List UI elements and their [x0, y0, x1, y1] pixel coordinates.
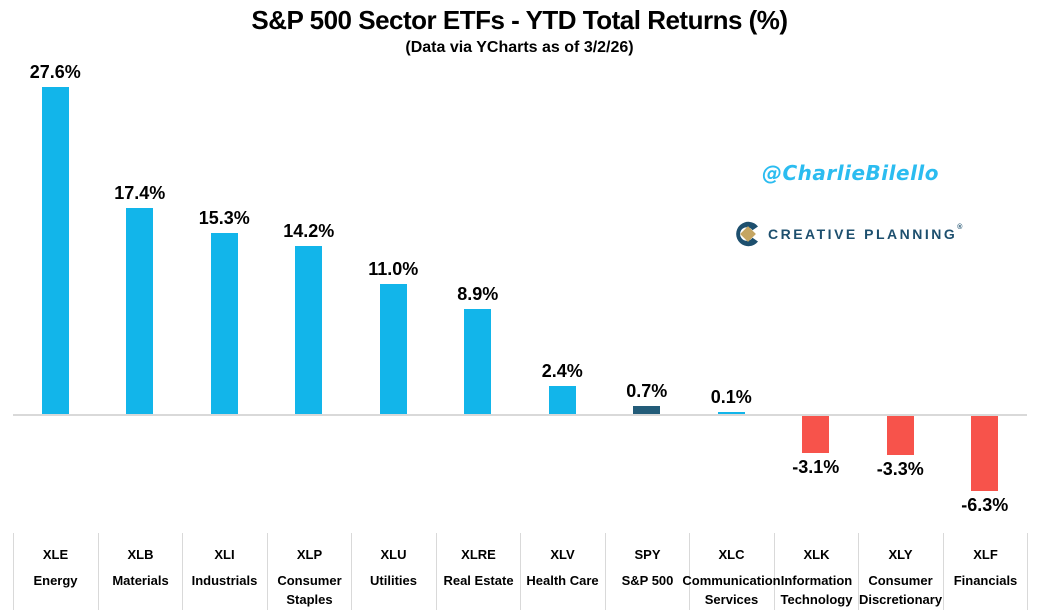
category-divider — [98, 533, 99, 610]
category-sector-label: Consumer Staples — [277, 573, 342, 607]
category-cell-xly: XLY Consumer Discretionary — [858, 533, 943, 610]
chart-title: S&P 500 Sector ETFs - YTD Total Returns … — [251, 5, 788, 35]
category-cell-xlc: XLC Communication Services — [682, 533, 781, 610]
bar-xlc — [718, 412, 745, 414]
bar-xlp — [295, 246, 322, 414]
category-sector-label: Utilities — [370, 573, 417, 588]
bar-value-label-xlp: 14.2% — [283, 221, 335, 241]
bar-value-label-xlk: -3.1% — [792, 457, 840, 477]
bar-xlv — [549, 386, 576, 414]
category-sector-label: Financials — [953, 573, 1018, 588]
category-divider — [520, 533, 521, 610]
category-ticker-label: XLF — [973, 547, 998, 562]
category-divider — [351, 533, 352, 610]
bar-value-label-xlu: 11.0% — [368, 259, 419, 279]
category-divider — [943, 533, 944, 610]
category-divider — [1027, 533, 1028, 610]
category-sector-label: Information Technology — [780, 573, 853, 607]
bar-xlb — [126, 208, 153, 414]
category-ticker-label: SPY — [634, 547, 661, 562]
category-divider — [267, 533, 268, 610]
category-sector-label: Energy — [33, 573, 78, 588]
category-cell-xlp: XLP Consumer Staples — [267, 533, 352, 610]
bar-xlu — [380, 284, 407, 414]
category-sector-label: Real Estate — [443, 573, 514, 588]
creative-planning-c-mark-icon — [733, 220, 759, 248]
category-cell-xli: XLI Industrials — [182, 533, 267, 610]
category-ticker-label: XLB — [127, 547, 154, 562]
zero-axis-line — [13, 414, 1027, 416]
author-handle-watermark: @CharlieBilello — [762, 161, 940, 185]
bar-xly — [887, 416, 914, 455]
category-cell-xlu: XLU Utilities — [351, 533, 436, 610]
category-ticker-label: XLV — [550, 547, 575, 562]
category-sector-label: Industrials — [191, 573, 258, 588]
category-divider — [182, 533, 183, 610]
category-ticker-label: XLU — [380, 547, 407, 562]
bar-value-label-xlc: 0.1% — [710, 387, 752, 407]
bar-value-label-xly: -3.3% — [876, 459, 924, 479]
chart-header: S&P 500 Sector ETFs - YTD Total Returns … — [0, 5, 1039, 57]
bar-xlk — [802, 416, 829, 453]
category-cell-xlre: XLRE Real Estate — [436, 533, 521, 610]
bar-value-label-xlb: 17.4% — [114, 183, 166, 203]
bar-xli — [211, 233, 238, 414]
category-sector-label: Health Care — [526, 573, 599, 588]
bar-value-label-xlre: 8.9% — [457, 284, 499, 304]
category-ticker-label: XLP — [296, 547, 323, 562]
category-ticker-label: XLI — [214, 547, 235, 562]
bar-value-label-xle: 27.6% — [29, 62, 81, 82]
category-cell-xlv: XLV Health Care — [520, 533, 605, 610]
bar-value-label-xlv: 2.4% — [541, 361, 583, 381]
category-sector-label: Communication Services — [682, 573, 781, 607]
category-sector-label: S&P 500 — [621, 573, 674, 588]
category-divider — [774, 533, 775, 610]
category-divider — [858, 533, 859, 610]
category-divider — [689, 533, 690, 610]
category-sector-label: Materials — [112, 573, 169, 588]
category-ticker-label: XLC — [718, 547, 745, 562]
category-divider — [605, 533, 606, 610]
category-cell-spy: SPY S&P 500 — [605, 533, 690, 610]
bar-value-label-xli: 15.3% — [198, 208, 250, 228]
category-ticker-label: XLK — [803, 547, 830, 562]
category-cell-xlb: XLB Materials — [98, 533, 183, 610]
registered-trademark-mark: ® — [957, 224, 965, 231]
category-cell-xlk: XLK Information Technology — [774, 533, 859, 610]
bar-value-label-spy: 0.7% — [626, 381, 668, 401]
category-cell-xlf: XLF Financials — [943, 533, 1028, 610]
creative-planning-logo: CREATIVE PLANNING® — [733, 220, 965, 248]
category-sector-label: Consumer Discretionary — [858, 573, 943, 607]
bar-value-label-xlf: -6.3% — [961, 495, 1009, 515]
bar-xlf — [971, 416, 998, 491]
category-cell-xle: XLE Energy — [13, 533, 98, 610]
category-ticker-label: XLY — [888, 547, 913, 562]
bar-xlre — [464, 309, 491, 414]
category-ticker-label: XLE — [42, 547, 69, 562]
chart-subtitle: (Data via YCharts as of 3/2/26) — [405, 38, 634, 56]
category-divider — [436, 533, 437, 610]
bar-spy — [633, 406, 660, 414]
category-ticker-label: XLRE — [461, 547, 496, 562]
category-divider — [13, 533, 14, 610]
bar-xle — [42, 87, 69, 414]
creative-planning-wordmark: CREATIVE PLANNING® — [768, 224, 965, 242]
